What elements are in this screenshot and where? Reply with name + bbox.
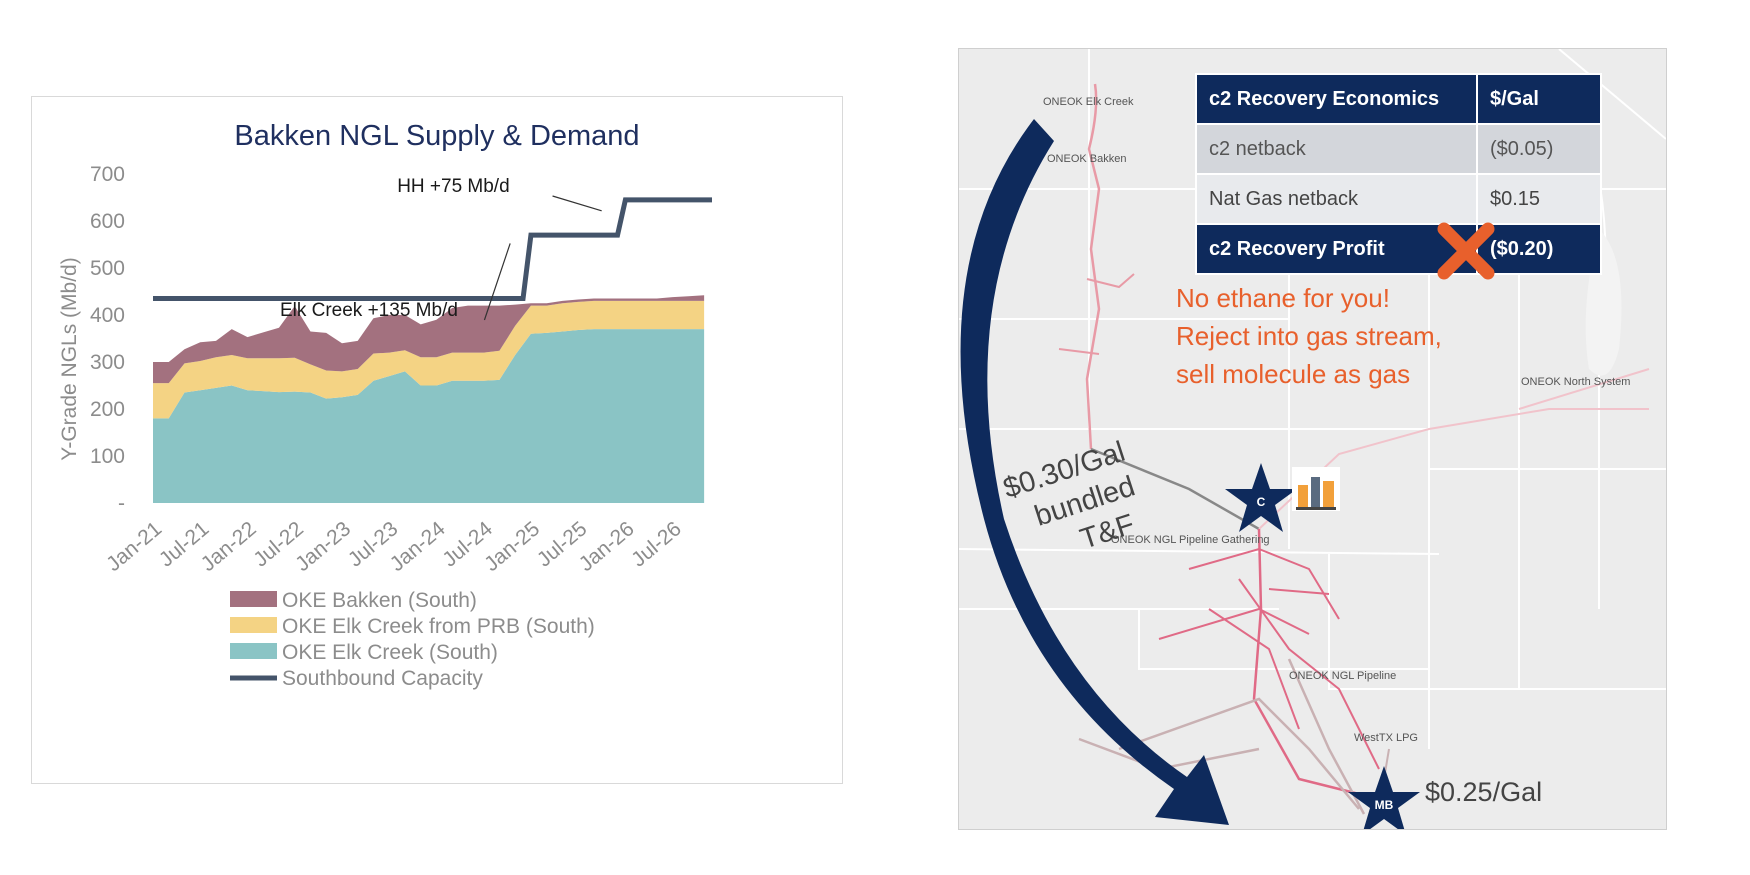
table-cell-value: $0.15: [1476, 173, 1602, 225]
map-label-gathering: ONEOK NGL Pipeline Gathering: [1111, 534, 1270, 546]
area-elk-creek: [153, 329, 705, 503]
table-total-row: c2 Recovery Profit ($0.20): [1195, 223, 1602, 275]
reject-text-line3: sell molecule as gas: [1176, 359, 1410, 389]
chart-title: Bakken NGL Supply & Demand: [234, 120, 639, 152]
legend-label: OKE Bakken (South): [282, 589, 477, 612]
bundle-label: $0.30/Gal bundled T&F: [999, 436, 1138, 556]
hub-star-mb: MB: [1348, 766, 1420, 829]
y-tick-label: 200: [90, 398, 125, 421]
y-tick-label: -: [118, 492, 125, 515]
processing-plant-icon: [1292, 467, 1340, 511]
table-header-label: c2 Recovery Economics: [1195, 73, 1478, 125]
table-header-unit: $/Gal: [1476, 73, 1602, 125]
legend-swatch: [230, 643, 277, 659]
x-tick-label: Jan-25: [480, 517, 544, 576]
y-tick-label: 300: [90, 351, 125, 374]
table-total-label: c2 Recovery Profit: [1195, 223, 1478, 275]
table-total-value: ($0.20): [1476, 223, 1602, 275]
x-tick-label: Jan-21: [102, 517, 166, 576]
chart-panel: Bakken NGL Supply & Demand Y-Grade NGLs …: [31, 96, 843, 784]
reject-x-icon: [1437, 222, 1495, 280]
svg-text:C: C: [1257, 495, 1266, 509]
map-label-ngl-pipeline: ONEOK NGL Pipeline: [1289, 670, 1396, 682]
capacity-line: [153, 197, 712, 302]
legend-swatch: [230, 591, 277, 607]
table-cell-label: Nat Gas netback: [1195, 173, 1478, 225]
annotation-hh: HH +75 Mb/d: [397, 176, 509, 197]
table-header-row: c2 Recovery Economics $/Gal: [1195, 73, 1602, 125]
table-cell-label: c2 netback: [1195, 123, 1478, 175]
annotation-elk-creek: Elk Creek +135 Mb/d: [280, 300, 458, 321]
reject-text-line2: Reject into gas stream,: [1176, 321, 1442, 351]
map-label-westtx: WestTX LPG: [1354, 732, 1418, 744]
y-axis-label: Y-Grade NGLs (Mb/d): [58, 257, 81, 460]
map-label-bakken: ONEOK Bakken: [1047, 153, 1126, 165]
legend: OKE Bakken (South) OKE Elk Creek from PRB…: [230, 589, 595, 690]
y-tick-labels: - 100 200 300 400 500 600 700: [90, 163, 125, 515]
plot-area: [153, 197, 712, 503]
hub-star-c: C: [1225, 463, 1297, 532]
y-tick-label: 500: [90, 257, 125, 280]
area-bakken: [153, 295, 705, 384]
map-panel: ONEOK Elk Creek ONEOK Bakken ONEOK North…: [958, 48, 1667, 830]
x-tick-label: Jan-24: [386, 517, 450, 576]
map-svg: ONEOK Elk Creek ONEOK Bakken ONEOK North…: [959, 49, 1666, 829]
svg-text:MB: MB: [1375, 798, 1394, 812]
table-row: c2 netback ($0.05): [1195, 123, 1602, 175]
legend-label: OKE Elk Creek (South): [282, 641, 498, 664]
legend-label: Southbound Capacity: [282, 667, 483, 690]
chart-svg: Bakken NGL Supply & Demand Y-Grade NGLs …: [58, 120, 712, 690]
legend-label: OKE Elk Creek from PRB (South): [282, 615, 595, 638]
map-label-north-system: ONEOK North System: [1521, 376, 1630, 388]
annotation-leader: [552, 195, 602, 212]
annotations: Elk Creek +135 Mb/d HH +75 Mb/d: [280, 176, 602, 321]
x-tick-label: Jul-26: [627, 517, 686, 571]
recovery-economics-table: c2 Recovery Economics $/Gal c2 netback (…: [1195, 73, 1602, 275]
table-row: Nat Gas netback $0.15: [1195, 173, 1602, 225]
x-tick-label: Jan-22: [197, 517, 261, 576]
table-cell-value: ($0.05): [1476, 123, 1602, 175]
mb-price-label: $0.25/Gal: [1425, 777, 1542, 807]
y-tick-label: 400: [90, 304, 125, 327]
y-tick-label: 700: [90, 163, 125, 186]
x-tick-label: Jan-23: [291, 517, 355, 576]
annotation-leader: [483, 243, 511, 321]
legend-swatch: [230, 617, 277, 633]
x-tick-labels: Jan-21Jul-21Jan-22Jul-22Jan-23Jul-23Jan-…: [102, 517, 686, 576]
reject-text-line1: No ethane for you!: [1176, 283, 1390, 313]
y-tick-label: 600: [90, 210, 125, 233]
area-prb: [153, 300, 705, 419]
x-tick-label: Jan-26: [575, 517, 639, 576]
y-tick-label: 100: [90, 445, 125, 468]
map-label-elk-creek: ONEOK Elk Creek: [1043, 96, 1134, 108]
